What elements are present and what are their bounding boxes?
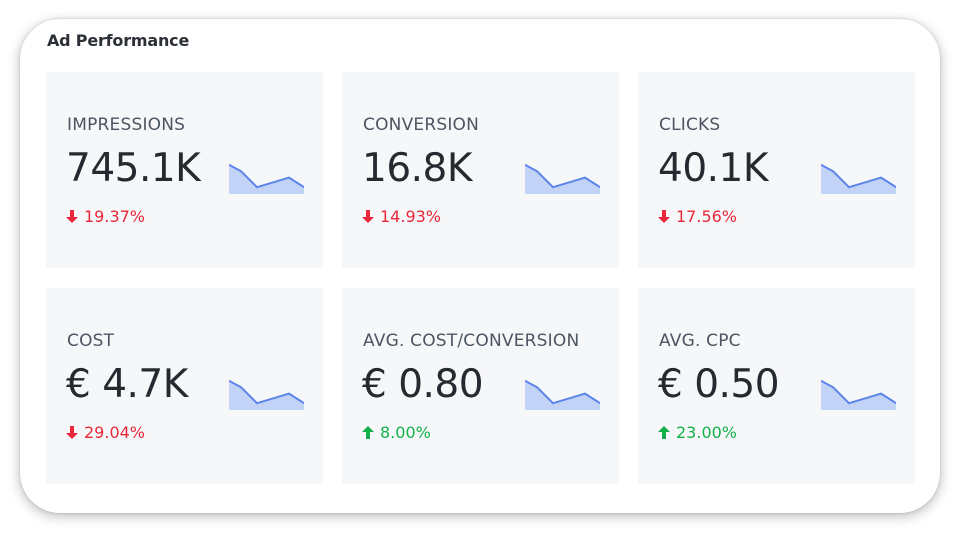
metric-value: 745.1K [66, 146, 201, 191]
metric-change-value: 29.04% [84, 423, 146, 442]
metric-value: € 0.50 [658, 362, 780, 407]
sparkline-area [821, 380, 896, 410]
sparkline-chart [229, 379, 304, 410]
metric-change-value: 14.93% [380, 207, 442, 226]
sparkline-line [821, 163, 896, 189]
metric-card-conversion[interactable]: CONVERSION 16.8K 14.93% [342, 72, 619, 268]
metric-label: AVG. COST/CONVERSION [363, 331, 580, 351]
arrow-up-icon [362, 426, 374, 439]
metric-label: COST [67, 331, 115, 351]
sparkline-chart [525, 163, 600, 194]
metric-change-value: 23.00% [676, 423, 738, 442]
panel-title: Ad Performance [47, 31, 190, 50]
sparkline-line [821, 379, 896, 405]
metric-label: CONVERSION [363, 115, 480, 135]
arrow-down-icon [66, 210, 78, 223]
sparkline-area [525, 380, 600, 410]
metric-card-avg-cost-conversion[interactable]: AVG. COST/CONVERSION € 0.80 8.00% [342, 288, 619, 484]
sparkline-area [229, 164, 304, 194]
metric-label: AVG. CPC [659, 331, 741, 351]
ad-performance-panel: Ad Performance IMPRESSIONS 745.1K 19.37%… [20, 19, 940, 513]
sparkline-line [525, 163, 600, 189]
arrow-up-icon [658, 426, 670, 439]
metric-value: € 4.7K [66, 362, 188, 407]
metric-value: 40.1K [658, 146, 768, 191]
metric-label: IMPRESSIONS [67, 115, 186, 135]
sparkline-line [525, 379, 600, 405]
metric-card-cost[interactable]: COST € 4.7K 29.04% [46, 288, 323, 484]
metric-card-clicks[interactable]: CLICKS 40.1K 17.56% [638, 72, 915, 268]
metric-change: 29.04% [66, 423, 145, 442]
arrow-down-icon [66, 426, 78, 439]
sparkline-line [229, 379, 304, 405]
sparkline-chart [821, 163, 896, 194]
sparkline-chart [525, 379, 600, 410]
sparkline-chart [229, 163, 304, 194]
metric-value: 16.8K [362, 146, 472, 191]
metric-change: 8.00% [362, 423, 431, 442]
metric-change-value: 17.56% [676, 207, 738, 226]
metric-card-impressions[interactable]: IMPRESSIONS 745.1K 19.37% [46, 72, 323, 268]
metric-change: 23.00% [658, 423, 737, 442]
metric-change-value: 8.00% [380, 423, 431, 442]
sparkline-area [229, 380, 304, 410]
arrow-down-icon [362, 210, 374, 223]
metric-change: 14.93% [362, 207, 441, 226]
metric-change: 17.56% [658, 207, 737, 226]
metric-card-avg-cpc[interactable]: AVG. CPC € 0.50 23.00% [638, 288, 915, 484]
metric-label: CLICKS [659, 115, 721, 135]
metrics-grid: IMPRESSIONS 745.1K 19.37% CONVERSION 16.… [46, 72, 915, 484]
arrow-down-icon [658, 210, 670, 223]
sparkline-area [525, 164, 600, 194]
metric-change-value: 19.37% [84, 207, 146, 226]
sparkline-area [821, 164, 896, 194]
sparkline-chart [821, 379, 896, 410]
sparkline-line [229, 163, 304, 189]
metric-value: € 0.80 [362, 362, 484, 407]
metric-change: 19.37% [66, 207, 145, 226]
